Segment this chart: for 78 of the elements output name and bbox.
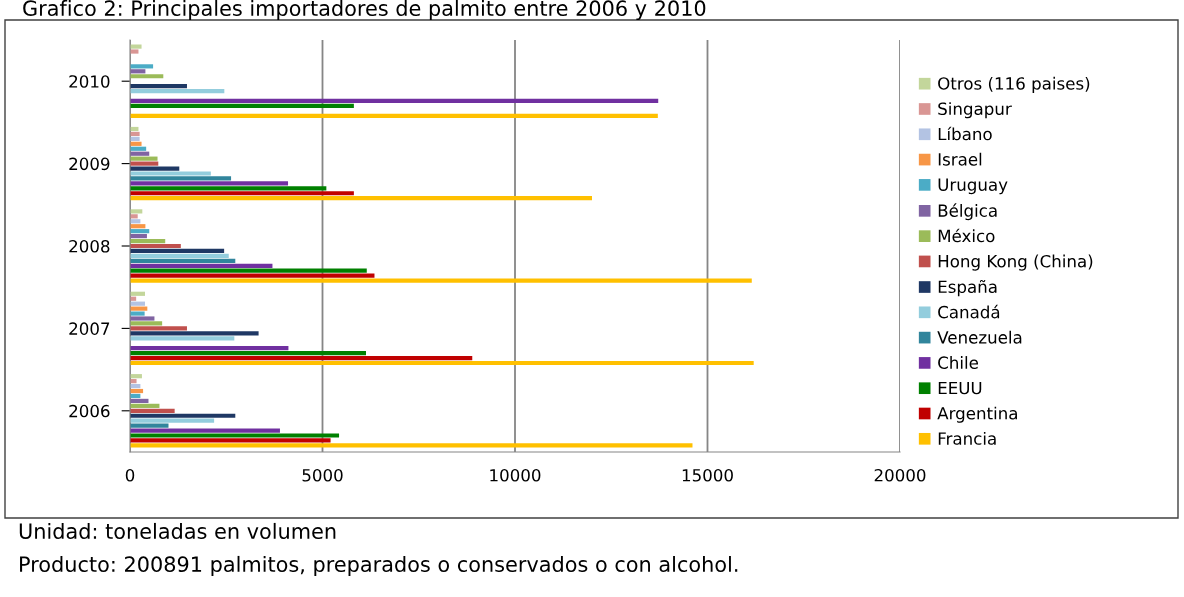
text: Unidad: toneladas en volumen	[19, 522, 336, 540]
legend-label: Líbano	[938, 126, 992, 141]
bar	[130, 278, 752, 283]
bar	[130, 273, 375, 278]
bar	[130, 186, 327, 191]
y-tick-label: 2008	[69, 239, 110, 253]
bar	[130, 423, 169, 428]
bar	[130, 433, 340, 438]
x-tick-label: 20000	[874, 468, 926, 482]
bar	[130, 181, 289, 186]
x-tick-label: 0	[125, 468, 135, 482]
bar	[130, 136, 140, 141]
bar	[130, 413, 236, 418]
bar	[130, 428, 280, 433]
bar	[130, 141, 142, 146]
bar	[130, 408, 175, 413]
bar	[130, 336, 235, 341]
bar	[130, 263, 273, 268]
bar	[130, 131, 140, 137]
bar	[130, 113, 658, 118]
bar	[130, 316, 155, 321]
text: Producto: 200891 palmitos, preparados o conservados o con alcohol.	[20, 555, 738, 577]
bar	[130, 418, 215, 423]
legend-label: Bélgica	[938, 203, 997, 221]
bar	[130, 311, 145, 316]
legend-label: Uruguay	[938, 178, 1008, 195]
bar	[130, 238, 166, 244]
y-tick-label: 2007	[69, 322, 110, 335]
bar	[130, 166, 180, 171]
bar	[130, 84, 187, 89]
bar	[130, 438, 331, 443]
legend-label: Francia	[938, 431, 996, 445]
bar	[130, 268, 367, 273]
y-tick-label: 2006	[69, 404, 110, 418]
bar	[130, 49, 139, 54]
bar	[130, 258, 236, 263]
legend-label: Argentina	[937, 406, 1017, 423]
bar	[130, 326, 187, 331]
y-tick-label: 2010	[69, 75, 110, 88]
bar	[130, 161, 159, 166]
x-tick-label: 10000	[490, 468, 541, 482]
bar	[130, 103, 354, 109]
bar	[130, 346, 289, 351]
bar	[130, 331, 259, 336]
bar	[130, 253, 229, 258]
bar	[130, 321, 163, 326]
legend-label: EEUU	[938, 381, 982, 395]
bar	[130, 176, 232, 181]
bar	[130, 64, 154, 69]
legend-label: Venezuela	[937, 330, 1022, 344]
chart-title: Grafico 2: Principales importadores de palmito entre 2006 y 2010	[23, 0, 706, 21]
bar	[130, 248, 225, 254]
legend-label: Canadá	[938, 304, 1000, 319]
bar	[130, 234, 147, 239]
bar	[130, 403, 160, 408]
bar	[130, 360, 754, 366]
bar	[130, 191, 354, 196]
bar	[130, 98, 659, 104]
legend-label: Singapur	[938, 102, 1012, 119]
bar	[130, 443, 693, 448]
bar	[130, 74, 164, 79]
bar	[130, 351, 367, 356]
x-tick-label: 15000	[682, 468, 733, 482]
bar	[130, 171, 211, 176]
legend-label: México	[938, 228, 995, 243]
bar	[130, 88, 225, 94]
legend-label: Chile	[938, 356, 979, 369]
legend-label: Israel	[938, 152, 982, 166]
y-tick-label: 2009	[69, 157, 110, 171]
legend-label: Otros (116 paises)	[938, 76, 1090, 93]
bar	[130, 156, 158, 161]
legend-label: Hong Kong (China)	[938, 254, 1093, 271]
bar	[130, 196, 592, 201]
bar	[130, 44, 142, 49]
bar	[130, 243, 181, 249]
legend-label: España	[938, 279, 997, 297]
bar	[130, 355, 473, 361]
x-tick-label: 5000	[302, 468, 343, 482]
